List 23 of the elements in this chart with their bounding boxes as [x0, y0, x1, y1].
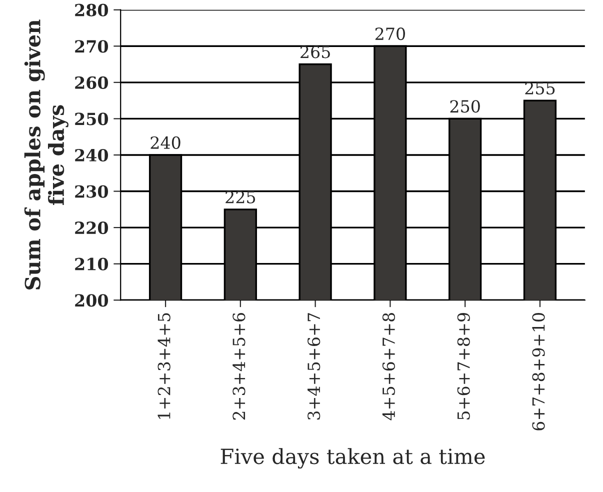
- y-tick-label: 240: [75, 148, 108, 162]
- y-tick-label: 230: [75, 185, 108, 198]
- y-tick-label: 260: [75, 76, 108, 89]
- data-label: 270: [375, 28, 405, 40]
- y-tick-label: 270: [75, 40, 108, 53]
- x-tick-label: 6+7+8+9+10: [532, 313, 545, 430]
- y-tick-label: 200: [75, 294, 108, 307]
- x-tick-label: 3+4+5+6+7: [308, 313, 320, 420]
- data-label: 240: [150, 136, 180, 149]
- data-label: 250: [450, 100, 480, 113]
- y-tick-label: 220: [75, 222, 108, 234]
- x-tick-label: 4+5+6+7+8: [382, 313, 396, 420]
- x-tick-label: 5+6+7+8+9: [457, 313, 470, 420]
- data-label: 225: [226, 190, 256, 204]
- data-label: 255: [525, 82, 555, 95]
- data-label: 265: [300, 46, 330, 58]
- x-axis-title: Five days taken at a time: [220, 448, 485, 469]
- y-tick-label: 280: [75, 4, 108, 16]
- y-tick-label: 250: [75, 112, 108, 126]
- y-axis-title: Sum of apples on given five days: [24, 20, 68, 290]
- x-tick-label: 1+2+3+4+5: [158, 313, 170, 419]
- x-tick-label: 2+3+4+5+6: [232, 312, 246, 420]
- y-tick-label: 210: [75, 258, 108, 270]
